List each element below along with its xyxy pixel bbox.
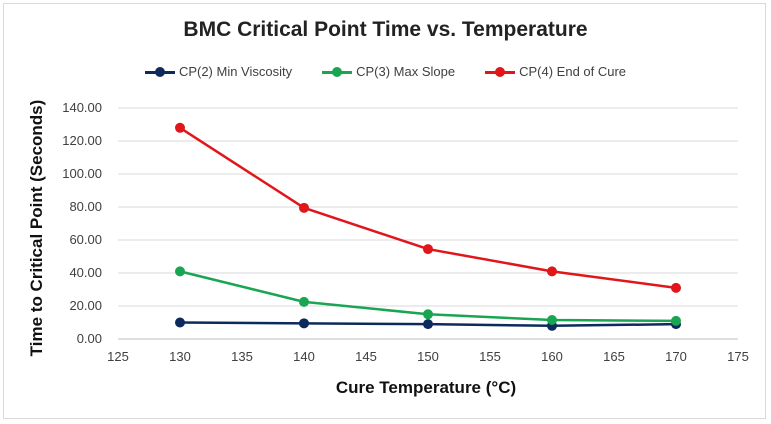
legend-item-min-viscosity: CP(2) Min Viscosity: [144, 64, 293, 79]
gridlines: [118, 107, 738, 340]
data-point-cp-2-min-viscosity: [423, 319, 433, 330]
y-tick-label: 140.00: [62, 100, 102, 115]
y-tick-label: 0.00: [77, 331, 102, 346]
y-tick-label: 120.00: [62, 133, 102, 148]
y-tick-label: 40.00: [69, 265, 102, 280]
x-tick-label: 135: [231, 349, 253, 364]
x-tick-label: 145: [355, 349, 377, 364]
data-point-cp-3-max-slope: [547, 315, 557, 326]
x-tick-label: 170: [665, 349, 687, 364]
legend-item-end-of-cure: CP(4) End of Cure: [485, 64, 626, 79]
legend-swatch-max-slope: [322, 66, 353, 77]
data-point-cp-4-end-of-cure: [175, 122, 185, 133]
x-tick-label: 130: [169, 349, 191, 364]
x-tick-label: 175: [727, 349, 749, 364]
x-tick-label: 150: [417, 349, 439, 364]
data-point-cp-4-end-of-cure: [547, 266, 557, 277]
legend-label-min-viscosity: CP(2) Min Viscosity: [178, 64, 293, 79]
data-series: [175, 122, 681, 331]
data-point-cp-4-end-of-cure: [423, 244, 433, 255]
chart-legend: CP(2) Min Viscosity CP(3) Max Slope CP(4…: [0, 64, 771, 79]
legend-label-end-of-cure: CP(4) End of Cure: [519, 64, 627, 79]
series-line-cp-4-end-of-cure: [179, 126, 677, 290]
data-point-cp-2-min-viscosity: [175, 317, 185, 328]
data-point-cp-3-max-slope: [175, 266, 185, 277]
y-axis-title: Time to Critical Point (Seconds): [27, 100, 46, 357]
data-point-cp-4-end-of-cure: [671, 282, 681, 293]
data-point-cp-3-max-slope: [299, 296, 309, 307]
legend-swatch-min-viscosity: [144, 66, 175, 77]
x-tick-label: 160: [541, 349, 563, 364]
data-point-cp-3-max-slope: [423, 309, 433, 320]
data-point-cp-3-max-slope: [671, 315, 681, 326]
y-axis-ticks: 0.00 20.00 40.00 60.00 80.00 100.00 120.00 140.…: [62, 100, 102, 346]
chart-title: BMC Critical Point Time vs. Temperature: [183, 18, 588, 41]
x-axis-ticks: 125 130 135 140 145 150 155 160 165 170 175: [107, 349, 749, 364]
legend-item-max-slope: CP(3) Max Slope: [322, 64, 455, 79]
legend-swatch-end-of-cure: [485, 66, 516, 77]
y-tick-label: 100.00: [62, 166, 102, 181]
data-point-cp-4-end-of-cure: [299, 202, 309, 213]
chart-frame: [3, 3, 766, 419]
x-tick-label: 165: [603, 349, 625, 364]
x-tick-label: 155: [479, 349, 501, 364]
x-tick-label: 140: [293, 349, 315, 364]
data-point-cp-2-min-viscosity: [299, 318, 309, 329]
x-axis-title: Cure Temperature (°C): [336, 378, 516, 397]
x-tick-label: 125: [107, 349, 129, 364]
y-tick-label: 20.00: [69, 298, 102, 313]
y-tick-label: 60.00: [69, 232, 102, 247]
y-tick-label: 80.00: [69, 199, 102, 214]
legend-label-max-slope: CP(3) Max Slope: [356, 64, 456, 79]
